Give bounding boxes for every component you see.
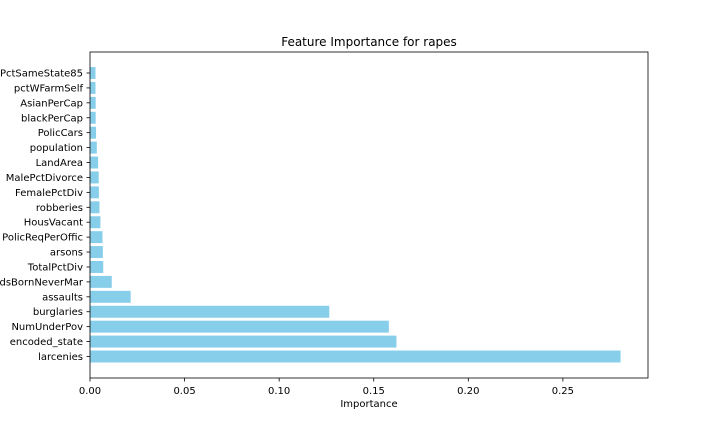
y-tick-label: population [30, 143, 83, 154]
y-tick-label: encoded_state [10, 337, 83, 348]
chart-title: Feature Importance for rapes [281, 35, 457, 49]
bar-assaults [90, 290, 131, 303]
y-tick-label: TotalPctDiv [27, 262, 83, 273]
y-tick-label: PolicReqPerOffic [2, 233, 83, 244]
bar-PctKidsBornNeverMar [90, 275, 112, 288]
y-tick-label: NumUnderPov [11, 322, 83, 333]
y-tick-label: burglaries [33, 307, 83, 318]
bar-larcenies [90, 350, 621, 363]
x-tick-label: 0.05 [173, 386, 195, 397]
y-tick-label: PolicCars [38, 128, 83, 139]
bar-population [90, 141, 97, 154]
bar-PolicReqPerOffic [90, 231, 103, 244]
bar-TotalPctDiv [90, 261, 104, 273]
bar-MalePctDivorce [90, 171, 99, 184]
y-tick-label: pctWFarmSelf [14, 83, 84, 94]
y-tick-label: HousVacant [24, 218, 83, 229]
y-tick-label: LandArea [36, 158, 83, 169]
bar-blackPerCap [90, 111, 96, 124]
bar-NumUnderPov [90, 320, 389, 333]
y-tick-label: assaults [42, 292, 83, 303]
plot-frame [89, 51, 649, 379]
bar-burglaries [90, 305, 330, 318]
y-tick-label: AsianPerCap [20, 98, 83, 109]
bar-pctWFarmSelf [90, 81, 96, 94]
x-tick-label: 0.20 [457, 386, 479, 397]
axes-layer: larcenies encoded_state NumUnderPov burglar… [0, 51, 649, 397]
bar-FemalePctDiv [90, 186, 99, 199]
y-tick-label: FemalePctDiv [15, 188, 83, 199]
y-tick-label: arsons [50, 248, 83, 259]
x-axis-title: Importance [340, 399, 397, 410]
bars-layer [90, 67, 621, 363]
y-tick-label: PctKidsBornNeverMar [0, 277, 84, 288]
bar-arsons [90, 246, 103, 259]
y-tick-label: blackPerCap [21, 113, 83, 124]
bar-HousVacant [90, 216, 101, 229]
bar-robberies [90, 201, 100, 214]
y-tick-label: PctSameState85 [0, 69, 83, 80]
x-tick-label: 0.25 [552, 386, 574, 397]
x-tick-label: 0.00 [79, 386, 101, 397]
bar-encoded_state [90, 335, 397, 348]
bar-AsianPerCap [90, 96, 96, 109]
x-tick-label: 0.10 [268, 386, 290, 397]
y-tick-label: larcenies [38, 352, 83, 363]
bar-PolicCars [90, 126, 97, 139]
y-tick-label: MalePctDivorce [6, 173, 83, 184]
bar-LandArea [90, 156, 99, 169]
bar-PctSameState85 [90, 67, 96, 79]
y-tick-label: robberies [36, 203, 83, 214]
x-tick-label: 0.15 [363, 386, 385, 397]
